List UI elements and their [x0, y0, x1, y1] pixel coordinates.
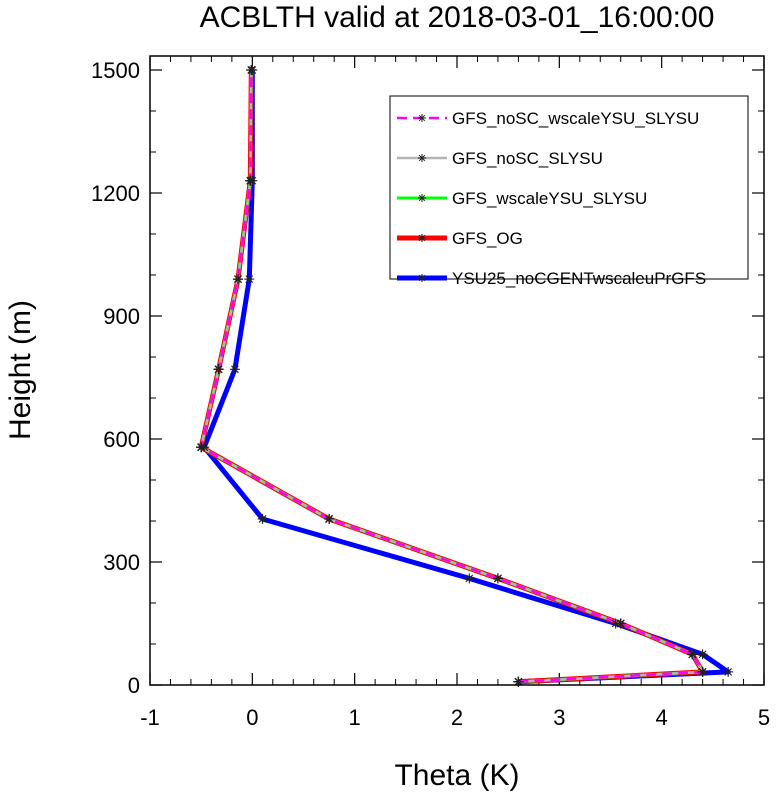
legend-box	[389, 95, 749, 280]
x-tick-label: 1	[349, 705, 361, 730]
y-tick-label: 600	[103, 427, 140, 452]
data-point-marker	[213, 364, 224, 375]
y-axis-label: Height (m)	[4, 300, 37, 440]
x-axis-label: Theta (K)	[394, 759, 519, 792]
x-tick-label: 5	[758, 705, 770, 730]
data-point-marker	[247, 65, 258, 75]
data-point-marker	[697, 666, 708, 677]
data-point-marker	[324, 513, 335, 524]
data-point-marker	[697, 649, 708, 660]
data-point-marker	[687, 649, 698, 660]
legend: GFS_noSC_wscaleYSU_SLYSU GFS_noSC_SLYSU GF…	[389, 95, 749, 288]
data-point-marker	[723, 666, 734, 677]
legend-marker	[418, 194, 426, 202]
y-tick-label: 900	[103, 304, 140, 329]
data-point-marker	[610, 618, 621, 629]
data-point-marker	[247, 175, 258, 186]
legend-entry-label: YSU25_noCGENTwscaleuPrGFS	[452, 269, 706, 288]
y-tick-label: 300	[103, 550, 140, 575]
data-point-marker	[244, 274, 255, 285]
series-markers	[196, 65, 734, 687]
legend-marker	[418, 234, 426, 242]
plot-frame	[149, 55, 765, 686]
data-point-marker	[492, 573, 503, 584]
data-point-marker	[464, 573, 475, 584]
x-tick-label: 0	[246, 705, 258, 730]
x-tick-label: 2	[451, 705, 463, 730]
legend-marker	[418, 154, 426, 162]
legend-entry-label: GFS_noSC_SLYSU	[452, 149, 603, 168]
y-tick-label: 0	[128, 673, 140, 698]
legend-marker	[418, 274, 426, 282]
data-point-marker	[233, 274, 244, 285]
y-tick-label: 1500	[91, 58, 140, 83]
legend-entry-label: GFS_wscaleYSU_SLYSU	[452, 189, 647, 208]
legend-entry-label: GFS_OG	[452, 229, 523, 248]
x-tick-label: 4	[656, 705, 668, 730]
legend-entry-label: GFS_noSC_wscaleYSU_SLYSU	[452, 109, 699, 128]
y-tick-label: 1200	[91, 181, 140, 206]
data-point-marker	[199, 442, 210, 453]
data-point-marker	[229, 364, 240, 375]
chart-title: ACBLTH valid at 2018-03-01_16:00:00	[200, 1, 715, 34]
data-point-marker	[257, 513, 268, 524]
x-tick-label: 3	[553, 705, 565, 730]
x-tick-label: -1	[140, 705, 160, 730]
legend-marker	[418, 114, 426, 122]
